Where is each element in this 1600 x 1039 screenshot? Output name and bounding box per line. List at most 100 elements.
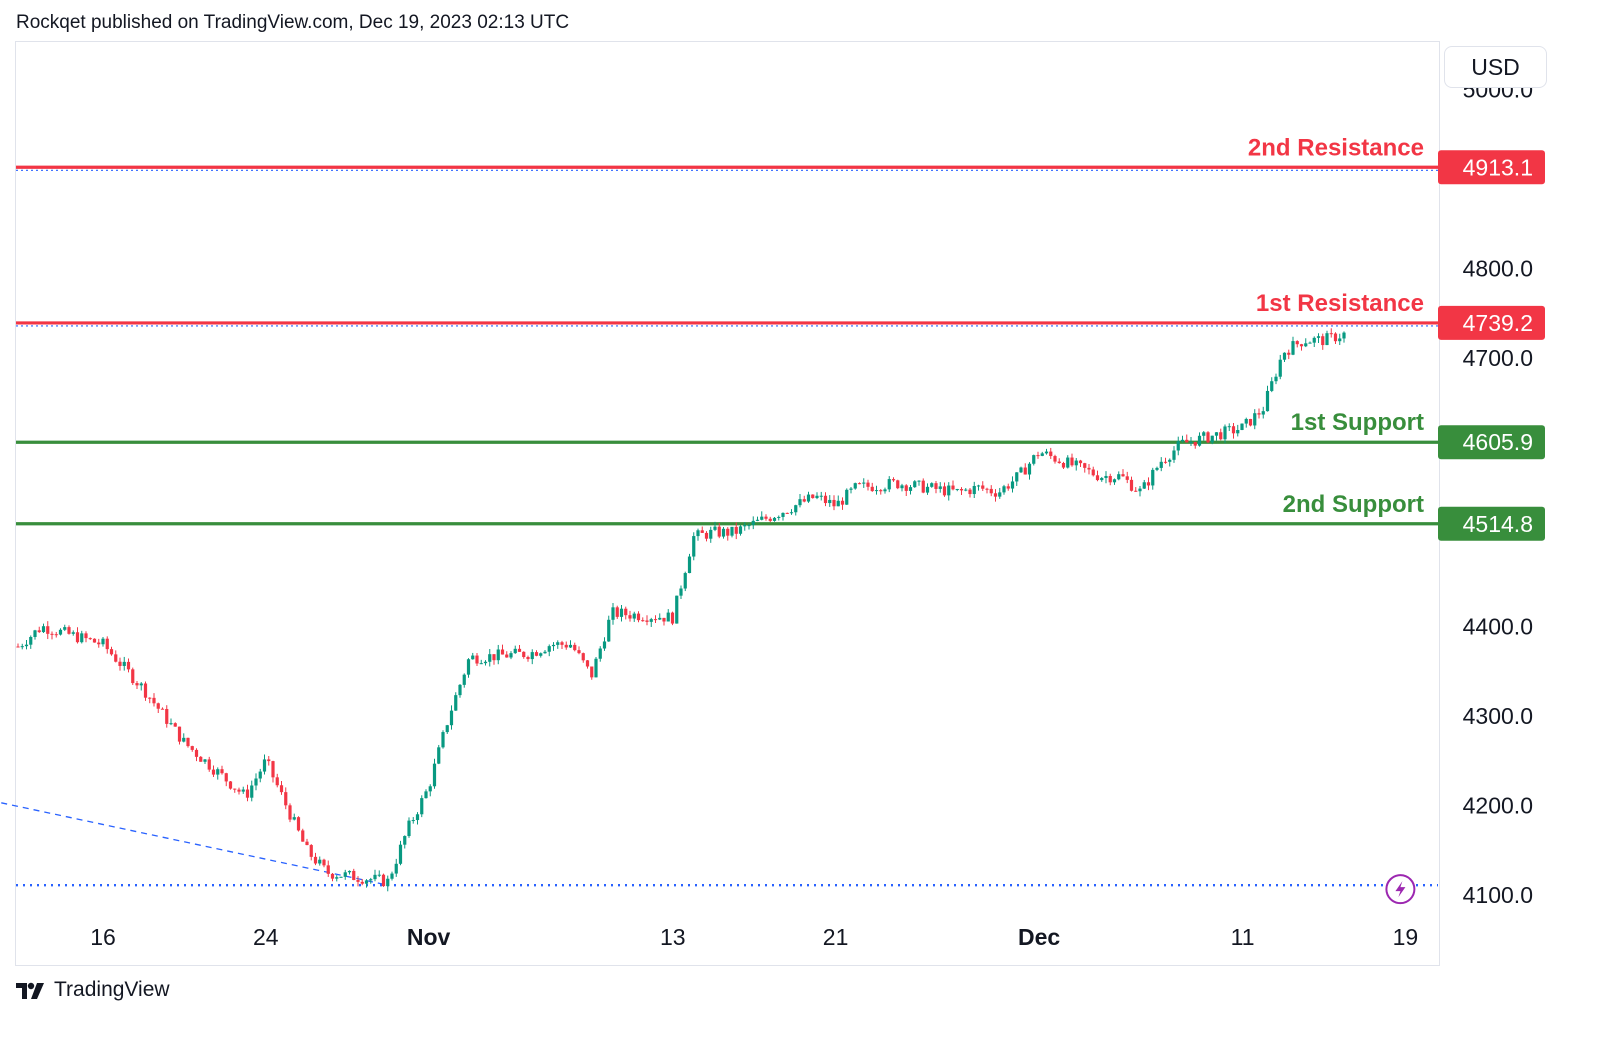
time-tick-label: Dec [1018,924,1060,950]
candle-body [981,485,985,489]
tradingview-brand[interactable]: TradingView [54,978,170,1001]
candle-body [768,518,772,521]
candle-body [373,874,377,880]
candle-body [301,830,305,842]
candle-body [220,769,224,774]
candle-body [938,486,942,489]
candle-body [1329,333,1333,335]
candle-body [267,759,271,762]
candle-body [590,666,594,678]
candle-body [964,489,968,491]
candle-body [539,653,543,656]
candle-body [832,499,836,507]
candle-body [288,805,292,820]
candle-body [1019,467,1023,473]
candle-body [1227,426,1231,428]
candle-body [828,499,832,504]
candle-body [364,880,369,884]
candle-body [322,859,326,866]
candle-body [1219,432,1223,440]
candle-body [755,519,760,521]
candle-body [449,710,454,726]
candle-body [1040,453,1044,456]
candle-body [1210,435,1214,443]
candle-body [377,874,381,876]
candle-body [870,486,874,492]
candle-body [1244,418,1248,424]
candle-body [1214,432,1219,436]
candle-body [80,633,84,643]
candle-body [194,749,199,757]
candle-body [386,878,390,887]
candle-body [624,608,628,616]
candle-body [1083,463,1087,468]
candle-body [1015,472,1019,482]
candle-body [713,526,717,530]
candle-body [1308,342,1312,344]
candle-body [700,530,704,533]
candle-body [41,626,46,633]
candle-body [1325,333,1329,346]
candle-body [1091,469,1095,476]
candle-body [1125,476,1129,480]
candle-body [143,683,148,698]
candle-body [190,746,194,750]
level-label: 2nd Resistance [1248,134,1424,161]
candle-body [517,648,522,652]
candle-body [496,649,500,661]
candle-body [71,632,75,634]
candle-body [1104,475,1108,479]
candle-body [917,480,921,482]
candle-body [679,588,683,596]
candle-body [1044,451,1049,454]
candle-body [390,873,394,879]
candle-body [1129,479,1134,491]
candle-body [942,486,947,496]
candle-body [628,615,632,619]
candle-body [1121,474,1125,477]
price-tags: 4913.1 4739.2 4605.9 4514.8 [1438,150,1545,541]
price-tag-label: 4739.2 [1463,310,1533,336]
candle-body [564,644,568,648]
candle-body [989,488,993,494]
candle-body [551,644,556,647]
candle-body [88,638,92,640]
candle-body [641,620,645,622]
candle-body [284,792,288,806]
candle-body [883,489,887,492]
candle-body [407,820,411,837]
candle-body [326,865,330,874]
candle-body [653,619,658,621]
candle-body [37,630,41,633]
event-marker[interactable] [1385,874,1416,905]
candle-body [335,877,339,879]
time-tick-label: Nov [407,924,451,950]
currency-selector[interactable]: USD [1444,46,1547,88]
candle-body [543,651,547,654]
candle-body [101,638,105,645]
candle-body [1134,490,1138,492]
candle-body [887,479,891,490]
candle-body [1261,411,1265,415]
candle-body [1223,426,1227,440]
candle-body [913,481,917,488]
candle-body [488,654,492,662]
price-axis: 5000.04800.04700.04400.04300.04200.04100… [1463,77,1533,909]
candle-body [97,642,101,645]
candle-body [356,880,360,882]
price-tick-label: 4300.0 [1463,703,1533,729]
candle-body [1117,474,1121,480]
candle-body [1155,467,1159,470]
candle-body [1087,467,1091,470]
candle-body [1023,467,1027,475]
chart-pane-border [15,41,1440,966]
candle-body [585,660,590,667]
candle-body [1078,460,1083,464]
candle-body [500,649,505,655]
price-tag [1438,425,1545,460]
lightning-icon[interactable] [1385,874,1416,905]
candle-body [211,769,216,775]
candle-body [394,863,398,874]
candle-body [454,695,458,711]
